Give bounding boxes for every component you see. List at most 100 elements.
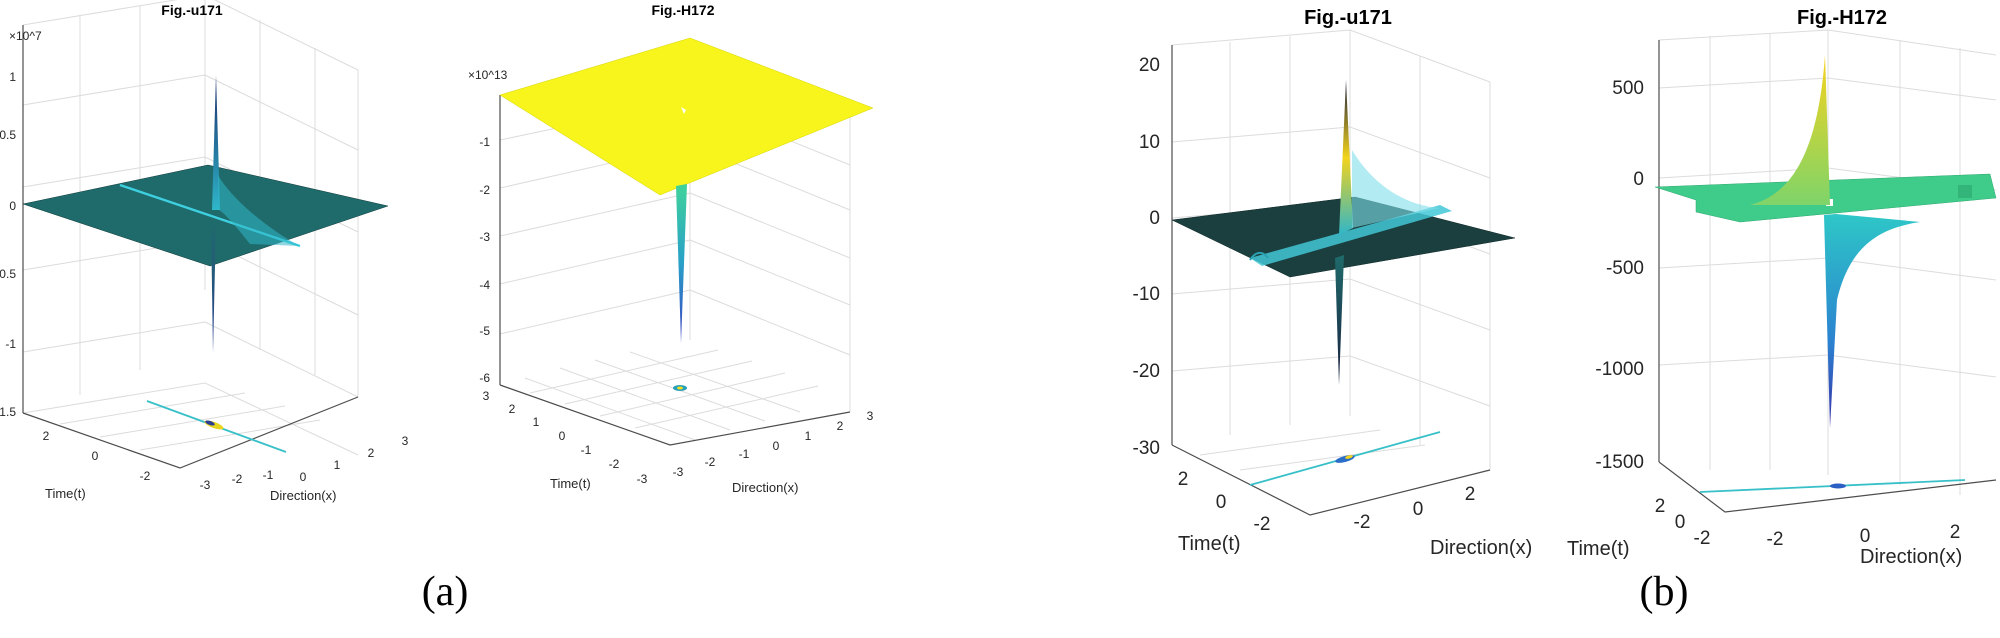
peak-positive-3 — [1339, 80, 1353, 235]
z-tick-3-5: -30 — [1133, 438, 1160, 459]
x-tick-1-5: -2 — [232, 472, 243, 486]
peak-positive-4 — [1750, 55, 1830, 205]
ylabel-1: Time(t) — [45, 486, 86, 501]
peak-negative-4 — [1824, 214, 1920, 428]
axes-2 — [499, 95, 851, 446]
x-tick-1-6: -3 — [200, 478, 211, 492]
x-tick-2-0: 3 — [867, 409, 874, 423]
z-tick-1-1: 0.5 — [0, 128, 16, 142]
y-tick-2-0: 3 — [483, 389, 490, 403]
x-tick-2-1: 2 — [837, 419, 844, 433]
y-tick-1-1: 0 — [92, 449, 99, 463]
panel-h172-a: Fig.-H172 ×10^13 -1 -2 -3 -4 -5 -6 3 2 1… — [468, 2, 874, 495]
grid-box-3 — [1171, 29, 1491, 471]
y-tick-2-1: 2 — [509, 402, 516, 416]
z-tick-3-4: -20 — [1133, 361, 1160, 382]
x-tick-3-1: 0 — [1413, 499, 1424, 520]
peak-negative-3 — [1335, 255, 1344, 385]
z-ticks-4: 500 0 -500 -1000 -1500 — [1595, 78, 1644, 473]
y-ticks-3: 2 0 -2 — [1178, 469, 1271, 535]
z-tick-4-4: -1500 — [1595, 452, 1644, 473]
peak-negative-2 — [676, 184, 687, 343]
z-tick-1-3: -0.5 — [0, 267, 16, 281]
xlabel-1: Direction(x) — [270, 488, 336, 503]
exponent-2: ×10^13 — [468, 68, 508, 82]
y-tick-1-0: 2 — [43, 429, 50, 443]
x-ticks-2: 3 2 1 0 -1 -2 -3 — [673, 409, 874, 479]
ylabel-2: Time(t) — [550, 476, 591, 491]
x-tick-4-2: -2 — [1767, 529, 1784, 550]
chart-title-4: Fig.-H172 — [1797, 7, 1887, 29]
y-tick-3-0: 2 — [1178, 469, 1189, 490]
grid-box-4 — [1658, 29, 1997, 495]
panel-u171-a: Fig.-u171 ×10^7 1 0.5 0 -0.5 -1 -1.5 2 0… — [0, 0, 409, 503]
surface-u171-a — [22, 164, 389, 267]
chart-title-3: Fig.-u171 — [1304, 7, 1392, 29]
x-tick-1-4: -1 — [263, 468, 274, 482]
x-tick-1-1: 2 — [368, 446, 375, 460]
x-ticks-1: 3 2 1 0 -1 -2 -3 — [200, 434, 409, 492]
z-tick-3-1: 10 — [1139, 132, 1160, 153]
chart-title-2: Fig.-H172 — [651, 2, 714, 18]
x-tick-2-5: -2 — [705, 455, 716, 469]
y-tick-2-4: -1 — [581, 443, 592, 457]
panel-h172-b: Fig.-H172 500 0 -500 -1000 -1500 2 0 -2 … — [1567, 7, 1997, 568]
z-tick-3-3: -10 — [1133, 284, 1160, 305]
y-tick-4-2: -2 — [1694, 528, 1711, 549]
panel-label-a: (a) — [422, 569, 469, 615]
xlabel-3: Direction(x) — [1430, 537, 1532, 559]
y-tick-2-2: 1 — [533, 415, 540, 429]
z-tick-2-2: -3 — [479, 230, 490, 244]
axes-3 — [1171, 45, 1491, 516]
y-tick-4-1: 0 — [1675, 512, 1686, 533]
panel-label-b: (b) — [1640, 569, 1689, 615]
ylabel-4: Time(t) — [1567, 538, 1630, 560]
z-tick-2-5: -6 — [479, 371, 490, 385]
x-tick-1-0: 3 — [402, 434, 409, 448]
y-tick-2-5: -2 — [609, 457, 620, 471]
surface-h172 — [499, 37, 874, 196]
x-tick-2-6: -3 — [673, 465, 684, 479]
x-tick-3-2: -2 — [1354, 512, 1371, 533]
z-ticks-1: 1 0.5 0 -0.5 -1 -1.5 — [0, 70, 16, 419]
z-tick-2-4: -5 — [479, 324, 490, 338]
y-tick-1-2: -2 — [140, 469, 151, 483]
z-tick-4-2: -500 — [1606, 258, 1644, 279]
z-tick-4-3: -1000 — [1595, 359, 1644, 380]
z-tick-2-3: -4 — [479, 278, 490, 292]
y-tick-2-6: -3 — [637, 472, 648, 486]
x-tick-2-2: 1 — [805, 429, 812, 443]
z-ticks-3: 20 10 0 -10 -20 -30 — [1133, 55, 1160, 459]
peak-negative-1 — [211, 222, 216, 353]
chart-title-1: Fig.-u171 — [161, 2, 223, 18]
z-tick-2-0: -1 — [479, 135, 490, 149]
y-tick-2-3: 0 — [559, 429, 566, 443]
x-tick-2-4: -1 — [739, 447, 750, 461]
z-tick-1-4: -1 — [5, 337, 16, 351]
y-ticks-4: 2 0 -2 — [1655, 496, 1711, 549]
x-ticks-4: 2 0 -2 — [1767, 522, 1961, 550]
axes-4 — [1658, 40, 1997, 513]
z-tick-4-1: 0 — [1633, 169, 1644, 190]
z-tick-3-2: 0 — [1149, 208, 1160, 229]
z-tick-1-0: 1 — [9, 70, 16, 84]
x-tick-1-2: 1 — [334, 458, 341, 472]
ylabel-3: Time(t) — [1178, 533, 1241, 555]
x-tick-2-3: 0 — [773, 439, 780, 453]
z-tick-1-2: 0 — [9, 199, 16, 213]
y-tick-4-0: 2 — [1655, 496, 1666, 517]
y-ticks-2: 3 2 1 0 -1 -2 -3 — [483, 389, 648, 486]
z-tick-3-0: 20 — [1139, 55, 1160, 76]
y-tick-3-1: 0 — [1216, 492, 1227, 513]
x-ticks-3: 2 0 -2 — [1354, 484, 1476, 533]
y-tick-3-2: -2 — [1254, 514, 1271, 535]
z-tick-2-1: -2 — [479, 183, 490, 197]
contour-peak-4 — [1830, 483, 1846, 489]
peak-tail-1 — [218, 175, 300, 246]
exponent-1: ×10^7 — [9, 29, 42, 43]
x-tick-4-0: 2 — [1950, 522, 1961, 543]
z-ticks-2: -1 -2 -3 -4 -5 -6 — [479, 135, 490, 385]
axes-1 — [22, 25, 359, 469]
xlabel-2: Direction(x) — [732, 480, 798, 495]
